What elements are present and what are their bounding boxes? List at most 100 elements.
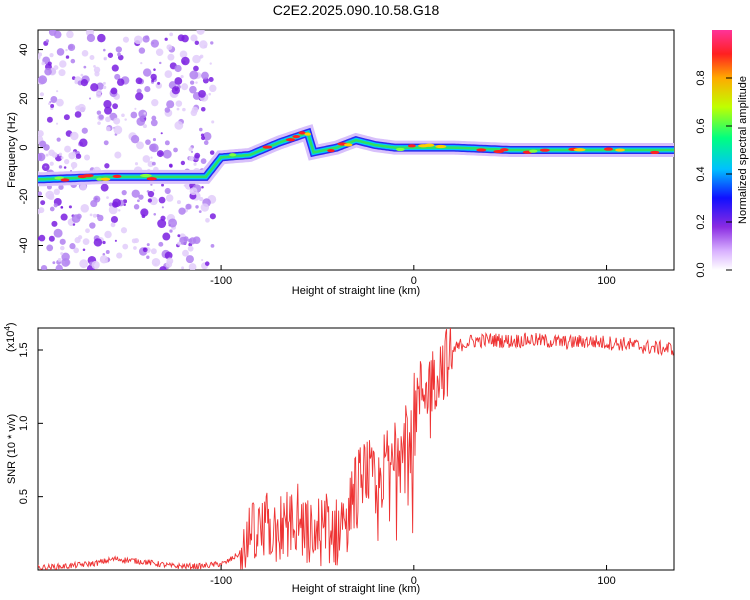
noise-speck [181,56,190,66]
noise-speck [114,73,121,80]
noise-speck [77,103,86,113]
signal-hotspot [140,173,152,178]
noise-speck [153,68,156,71]
noise-speck [199,197,204,202]
noise-speck [136,88,142,94]
noise-speck [103,100,112,109]
noise-speck [44,165,47,168]
noise-speck [200,158,207,164]
noise-speck [149,143,159,153]
noise-speck [40,264,48,270]
noise-speck [185,203,192,210]
noise-speck [145,139,151,145]
spectrogram-ytick-label: -40 [18,238,30,254]
spectrogram-xlabel: Height of straight line (km) [292,285,420,297]
spectrogram-ytick-label: 20 [18,92,30,104]
noise-speck [104,106,113,115]
noise-speck [210,243,215,248]
noise-speck [72,223,76,226]
noise-speck [61,258,70,267]
noise-speck [116,252,123,259]
noise-speck [193,65,199,72]
noise-speck [73,247,79,254]
noise-speck [144,86,151,93]
noise-speck [208,92,212,96]
noise-speck [177,234,181,238]
noise-speck [81,127,88,134]
noise-speck [160,132,163,135]
signal-hotspot [327,149,335,153]
noise-speck [55,122,59,125]
noise-speck [82,248,86,252]
noise-speck [102,85,107,90]
noise-speck [209,62,212,65]
noise-speck [56,48,65,56]
noise-speck [195,205,199,209]
noise-speck [145,35,149,40]
noise-speck [190,150,194,153]
signal-hotspot [500,148,509,152]
noise-speck [165,194,174,202]
signal-hotspot [423,143,435,147]
noise-speck [157,81,161,85]
spectrogram-xtick-label: -100 [210,275,232,287]
noise-speck [208,76,214,83]
noise-speck [130,135,140,144]
noise-speck [140,208,149,217]
noise-speck [169,229,173,233]
noise-speck [49,161,54,166]
snr-series-line [38,328,674,570]
signal-hotspot [539,148,550,152]
noise-speck [67,43,76,52]
noise-speck [209,150,215,155]
signal-hotspot [650,150,660,155]
snr-multiplier-text: (x10 [5,331,17,352]
noise-speck [134,107,137,110]
noise-speck [122,36,130,43]
noise-speck [70,161,78,169]
noise-speck [72,167,75,170]
colorbar-tick-label: 0.2 [695,214,707,229]
noise-speck [38,191,43,197]
noise-speck [63,114,70,121]
noise-speck [205,217,210,223]
signal-hotspot [54,176,65,180]
noise-speck [168,218,178,228]
noise-speck [83,65,87,69]
noise-speck [199,40,208,49]
signal-hotspot [344,143,353,147]
noise-speck [201,135,206,141]
noise-speck [39,92,45,97]
noise-speck [113,125,123,135]
noise-speck [105,250,110,254]
noise-speck [102,240,106,245]
spectrogram-panel: -100 0 100 -40 -20 0 20 40 Height of straight l… [6,29,675,297]
noise-speck [92,213,97,218]
noise-speck [45,153,49,157]
noise-speck [200,106,206,112]
noise-speck [38,152,46,162]
noise-speck [188,155,195,162]
snr-multiplier-exp: 4 [3,326,12,331]
colorbar-tick-label: 0.6 [695,118,707,133]
noise-speck [56,98,64,107]
noise-speck [169,32,174,37]
noise-speck [64,158,70,165]
noise-speck [180,75,184,79]
noise-speck [200,203,210,212]
noise-speck [140,62,143,65]
noise-speck [162,232,171,241]
noise-speck [173,147,178,153]
signal-hotspot [146,177,157,181]
noise-speck [120,227,128,234]
noise-speck [60,213,68,221]
noise-speck [106,196,109,200]
noise-speck [60,245,65,251]
noise-speck [48,102,51,105]
noise-speck [102,253,106,256]
noise-speck [52,261,56,265]
noise-speck [199,54,204,59]
noise-speck [176,200,181,205]
noise-speck [189,85,197,94]
